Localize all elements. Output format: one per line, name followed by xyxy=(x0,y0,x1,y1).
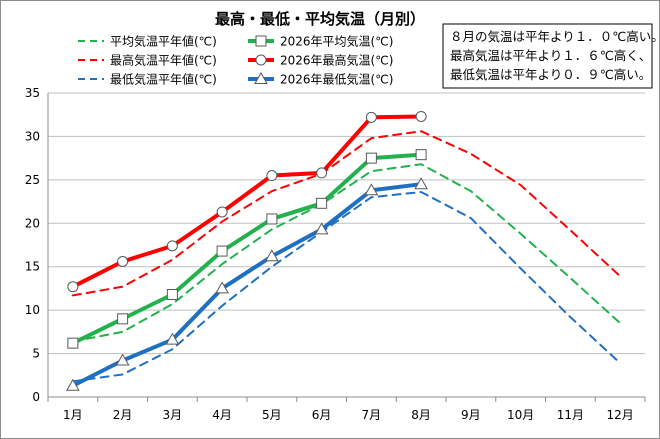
data-point-s6-m3 xyxy=(165,332,180,345)
legend: 平均気温平年値(℃) 2026年平均気温(℃) 最高気温平年値(℃) 2026年最高気… xyxy=(78,34,393,87)
y-tick-label-15: 15 xyxy=(25,260,40,274)
x-tick-label-11: 11月 xyxy=(557,408,584,422)
legend-item-5: 最低気温平年値(℃) xyxy=(78,72,217,87)
legend-label-4: 2026年最高気温(℃) xyxy=(280,53,393,68)
data-point-s4-m4 xyxy=(216,206,228,218)
x-tick-label-6: 6月 xyxy=(312,408,332,422)
series-line-3 xyxy=(71,130,622,297)
data-point-s6-m1 xyxy=(66,378,80,391)
y-tick-label-25: 25 xyxy=(25,173,40,187)
legend-label-1: 平均気温平年値(℃) xyxy=(110,34,217,49)
data-point-s6-m8 xyxy=(414,177,428,190)
data-point-s6-m2 xyxy=(115,353,130,366)
series-markers-6 xyxy=(66,177,428,391)
data-point-s4-m3 xyxy=(166,240,178,252)
data-point-s2-m5 xyxy=(266,213,278,225)
series-markers-4 xyxy=(67,110,427,293)
legend-item-2: 2026年平均気温(℃) xyxy=(248,34,393,49)
x-tick-label-9: 9月 xyxy=(461,408,481,422)
legend-label-3: 最高気温平年値(℃) xyxy=(110,53,217,68)
annotation-line-3: 最低気温は平年より０．９℃高い。 xyxy=(450,67,651,82)
series-6 xyxy=(70,182,424,388)
legend-label-6: 2026年最低気温(℃) xyxy=(280,72,393,87)
data-point-s4-m2 xyxy=(117,256,129,268)
annotation-box: ８月の気温は平年より１．０℃高い。 最高気温は平年より１．６℃高く、 最低気温は… xyxy=(442,23,660,89)
data-point-s4-m5 xyxy=(266,170,278,182)
annotation-line-2: 最高気温は平年より１．６℃高く、 xyxy=(450,48,651,63)
x-tick-label-4: 4月 xyxy=(212,408,232,422)
annotation-frame xyxy=(442,23,653,89)
series-3 xyxy=(71,130,622,297)
x-tick-label-3: 3月 xyxy=(163,408,183,422)
data-point-s2-m6 xyxy=(316,197,328,209)
series-group xyxy=(66,110,622,391)
y-tick-label-30: 30 xyxy=(25,129,40,143)
series-line-1 xyxy=(71,163,622,343)
series-markers-2 xyxy=(67,149,427,349)
data-point-s2-m7 xyxy=(365,152,377,164)
data-point-s2-m4 xyxy=(216,245,228,257)
y-tick-label-20: 20 xyxy=(25,216,40,230)
series-line-6 xyxy=(70,182,424,388)
series-line-4 xyxy=(70,114,424,289)
x-tick-label-8: 8月 xyxy=(411,408,431,422)
legend-label-5: 最低気温平年値(℃) xyxy=(110,72,217,87)
data-point-s2-m8 xyxy=(415,149,427,161)
y-tick-label-35: 35 xyxy=(25,86,40,100)
data-point-s4-m1 xyxy=(67,281,79,293)
legend-marker-2 xyxy=(255,35,267,47)
x-tick-label-5: 5月 xyxy=(262,408,282,422)
series-line-5 xyxy=(71,191,622,383)
series-2 xyxy=(70,152,424,346)
legend-item-6: 2026年最低気温(℃) xyxy=(248,72,393,87)
data-point-s6-m7 xyxy=(364,183,379,196)
chart-title: 最高・最低・平均気温（月別） xyxy=(215,10,425,28)
legend-marker-6 xyxy=(254,71,268,84)
data-point-s2-m3 xyxy=(166,289,178,301)
x-tick-label-7: 7月 xyxy=(362,408,382,422)
legend-item-4: 2026年最高気温(℃) xyxy=(248,53,393,68)
x-tick-label-2: 2月 xyxy=(113,408,133,422)
data-point-s2-m1 xyxy=(67,337,79,349)
data-point-s6-m6 xyxy=(314,222,329,235)
legend-label-2: 2026年平均気温(℃) xyxy=(280,34,393,49)
annotation-line-1: ８月の気温は平年より１．０℃高い。 xyxy=(450,29,660,44)
data-point-s4-m7 xyxy=(365,111,377,123)
x-tick-label-1: 1月 xyxy=(63,408,83,422)
legend-marker-4 xyxy=(255,54,267,66)
data-point-s4-m6 xyxy=(316,167,328,179)
x-tick-label-12: 12月 xyxy=(606,408,633,422)
data-point-s6-m4 xyxy=(215,281,229,294)
y-tick-label-5: 5 xyxy=(32,347,40,361)
series-line-2 xyxy=(70,152,424,346)
data-point-s2-m2 xyxy=(117,313,129,325)
data-point-s6-m5 xyxy=(265,249,279,262)
y-tick-label-0: 0 xyxy=(32,390,40,404)
legend-item-1: 平均気温平年値(℃) xyxy=(78,34,217,49)
series-4 xyxy=(70,114,424,289)
series-5 xyxy=(71,191,622,383)
series-1 xyxy=(71,163,622,343)
data-point-s4-m8 xyxy=(415,110,427,122)
y-tick-label-10: 10 xyxy=(25,303,40,317)
axes: 0 5 10 15 20 25 30 35 1月 2月 3月 4月 5月 6月 7月 8月 9月 10月 11月 12… xyxy=(25,86,646,422)
x-tick-label-10: 10月 xyxy=(507,408,534,422)
legend-item-3: 最高気温平年値(℃) xyxy=(78,53,217,68)
